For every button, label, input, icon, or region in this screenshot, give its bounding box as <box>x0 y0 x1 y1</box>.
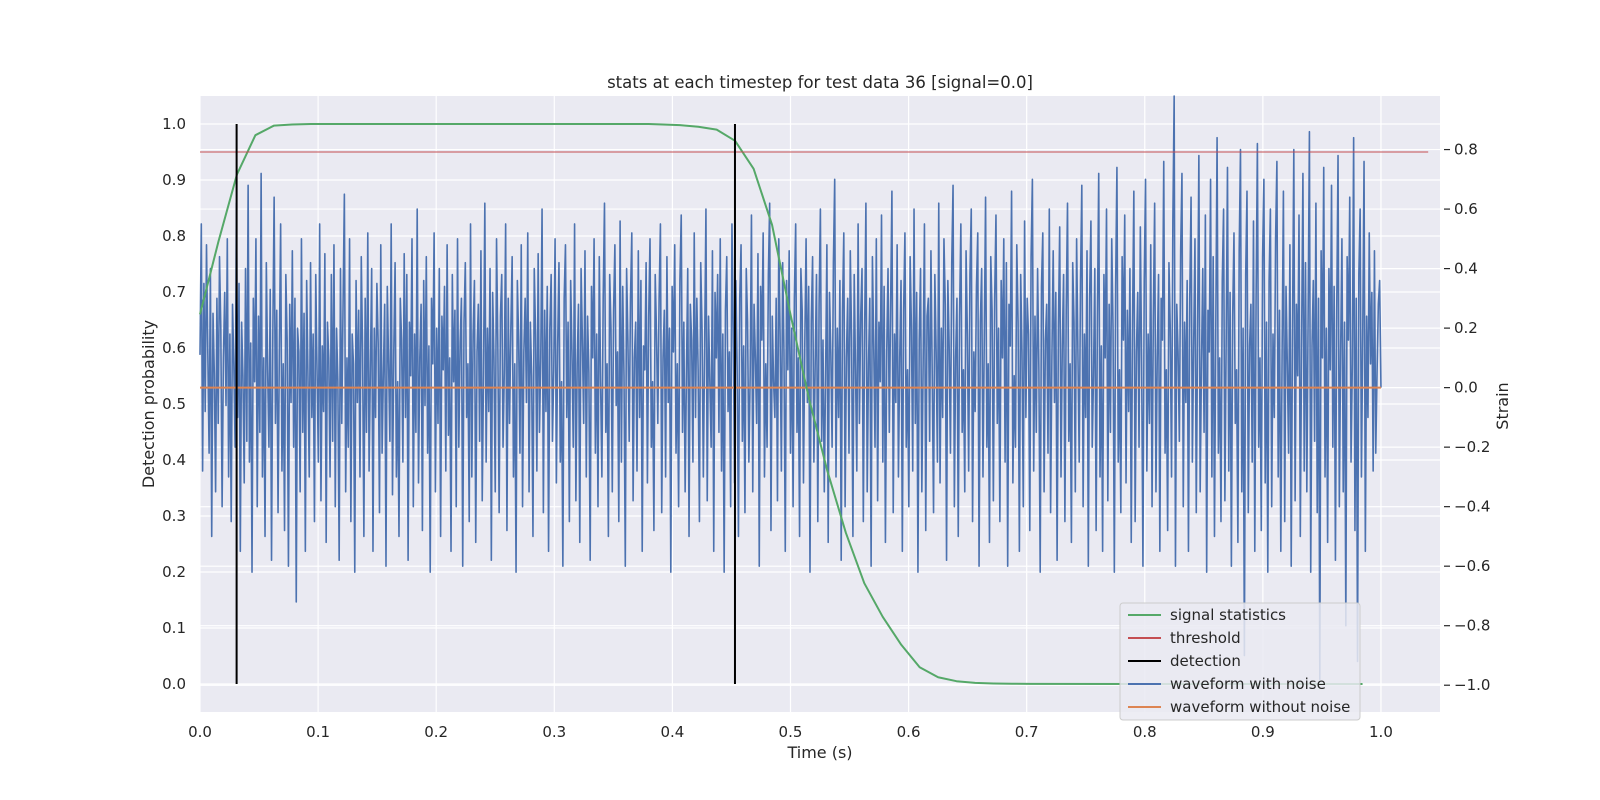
right-y-axis-label: Strain <box>1493 382 1512 429</box>
right-y-axis: −1.0 −0.8 −0.6 −0.4 −0.2 0.0 0.2 0.4 0.6 0.8 <box>1444 141 1490 694</box>
x-tick-label-6: 0.6 <box>897 723 921 741</box>
y-axis-label: Detection probability <box>139 320 158 488</box>
legend-entry-clean: waveform without noise <box>1170 698 1350 716</box>
y-tick-label-7: 0.7 <box>162 283 186 301</box>
x-axis: 0.0 0.1 0.2 0.3 0.4 0.5 0.6 0.7 0.8 0.9 1.0 <box>188 723 1393 741</box>
y-right-tick-label-5: 0.0 <box>1454 379 1478 397</box>
y-right-tick-label-4: −0.2 <box>1454 438 1490 456</box>
y-tick-label-6: 0.6 <box>162 339 186 357</box>
y-tick-label-1: 0.1 <box>162 619 186 637</box>
x-tick-label-4: 0.4 <box>660 723 684 741</box>
x-tick-label-10: 1.0 <box>1369 723 1393 741</box>
x-tick-label-8: 0.8 <box>1133 723 1157 741</box>
signal-statistics-line <box>199 123 1363 685</box>
x-tick-label-2: 0.2 <box>424 723 448 741</box>
legend-box <box>1119 602 1361 721</box>
x-axis-label: Time (s) <box>786 743 852 762</box>
left-y-axis: 0.0 0.1 0.2 0.3 0.4 0.5 0.6 0.7 0.8 0.9 1.0 <box>162 115 186 693</box>
y-right-tick-label-6: 0.2 <box>1454 319 1478 337</box>
y-right-tick-label-9: 0.8 <box>1454 141 1478 159</box>
y-tick-label-3: 0.3 <box>162 507 186 525</box>
x-tick-label-1: 0.1 <box>306 723 330 741</box>
y-tick-label-10: 1.0 <box>162 115 186 133</box>
legend-entry-threshold: threshold <box>1170 629 1241 647</box>
y-right-tick-label-0: −1.0 <box>1454 676 1490 694</box>
y-right-tick-label-2: −0.6 <box>1454 557 1490 575</box>
y-right-tick-label-1: −0.8 <box>1454 617 1490 635</box>
y-right-tick-label-7: 0.4 <box>1454 260 1478 278</box>
legend-entry-signal: signal statistics <box>1170 606 1286 624</box>
y-right-tick-label-8: 0.6 <box>1454 200 1478 218</box>
x-tick-label-0: 0.0 <box>188 723 212 741</box>
chart-title: stats at each timestep for test data 36 … <box>607 73 1033 92</box>
x-tick-label-5: 0.5 <box>779 723 803 741</box>
y-tick-label-0: 0.0 <box>162 675 186 693</box>
y-tick-label-5: 0.5 <box>162 395 186 413</box>
x-tick-label-3: 0.3 <box>542 723 566 741</box>
y-tick-label-9: 0.9 <box>162 171 186 189</box>
y-tick-label-8: 0.8 <box>162 227 186 245</box>
y-right-tick-label-3: −0.4 <box>1454 498 1490 516</box>
legend-entry-detection: detection <box>1170 652 1241 670</box>
series-layer <box>199 95 1429 685</box>
x-tick-label-9: 0.9 <box>1251 723 1275 741</box>
x-tick-label-7: 0.7 <box>1015 723 1039 741</box>
y-tick-label-4: 0.4 <box>162 451 186 469</box>
waveform-with-noise-line <box>199 95 1382 681</box>
legend: signal statistics threshold detection wa… <box>1119 602 1361 721</box>
y-tick-label-2: 0.2 <box>162 563 186 581</box>
legend-entry-noisy: waveform with noise <box>1170 675 1326 693</box>
